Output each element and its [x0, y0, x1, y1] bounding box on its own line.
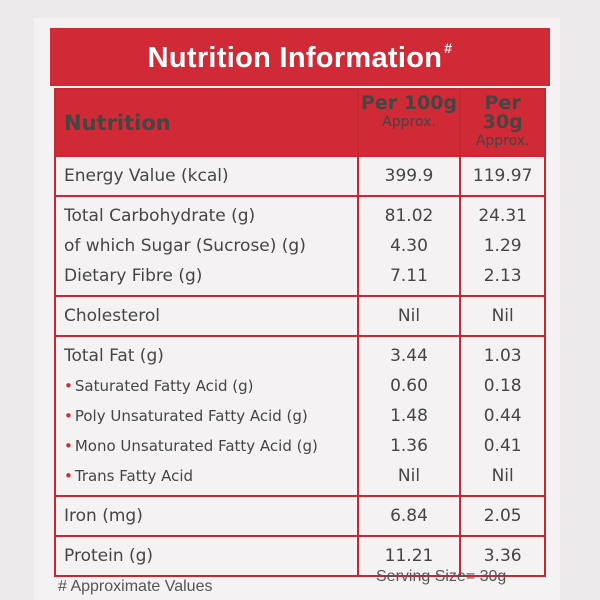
nutrient-label: Dietary Fibre (g): [64, 261, 349, 291]
per-100g-cell: Nil: [356, 295, 462, 337]
footer-note: # Approximate Values: [58, 578, 213, 595]
nutrient-label-text: Dietary Fibre (g): [64, 266, 203, 286]
value-per-30g: 2.13: [483, 266, 522, 286]
nutrient-cell: Protein (g): [54, 535, 359, 577]
nutrient-label: Protein (g): [64, 541, 349, 571]
nutrient-label: Energy Value (kcal): [64, 161, 349, 191]
nutrient-label: Cholesterol: [64, 301, 349, 331]
per-30g-cell: Nil: [459, 295, 546, 337]
nutrient-cell: Iron (mg): [54, 495, 359, 537]
value-per-100g: Nil: [397, 466, 421, 486]
table-row: Total Fat (g) • Saturated Fatty Acid (g) • P…: [54, 335, 546, 497]
value-per-30g: 119.97: [472, 166, 533, 186]
per-100g-cell: 6.84: [356, 495, 462, 537]
header-per-30g-sub: Approx.: [475, 133, 530, 149]
page-title: Nutrition Information #: [147, 39, 453, 74]
bullet-icon: •: [64, 377, 73, 395]
nutrient-label-text: Protein (g): [64, 546, 154, 566]
nutrient-label-text: Total Fat (g): [64, 346, 164, 366]
nutrient-label-text: Cholesterol: [64, 306, 160, 326]
value-per-100g: 1.36: [390, 436, 428, 456]
nutrient-label: Total Carbohydrate (g): [64, 201, 349, 231]
value-per-30g: 0.44: [483, 406, 522, 426]
title-banner: Nutrition Information #: [50, 28, 550, 86]
per-100g-cell: 81.02 4.30 7.11: [356, 195, 462, 297]
bullet-icon: •: [64, 407, 73, 425]
nutrient-cell: Energy Value (kcal): [54, 155, 359, 197]
nutrient-label: of which Sugar (Sucrose) (g): [64, 231, 349, 261]
value-per-100g: Nil: [397, 306, 421, 326]
value-per-30g: 0.41: [483, 436, 522, 456]
nutrient-label-text: Saturated Fatty Acid (g): [74, 377, 254, 395]
value-per-30g: 24.31: [478, 206, 527, 226]
value-per-30g: 0.18: [483, 376, 522, 396]
value-per-100g: 4.30: [390, 236, 428, 256]
value-per-100g: 1.48: [390, 406, 428, 426]
bullet-icon: •: [64, 467, 73, 485]
nutrient-label-text: of which Sugar (Sucrose) (g): [64, 236, 306, 256]
per-30g-cell: 2.05: [459, 495, 546, 537]
header-per-100g-sub: Approx.: [382, 114, 436, 130]
nutrient-label-text: Total Carbohydrate (g): [64, 206, 256, 226]
header-nutrition: Nutrition: [54, 88, 359, 157]
nutrition-table: Nutrition Per 100g Approx. Per 30g Appro…: [54, 88, 546, 577]
value-per-30g: Nil: [491, 466, 514, 486]
header-per-30g-main: Per 30g: [482, 92, 523, 133]
table-row: Iron (mg) 6.84 2.05: [54, 495, 546, 537]
nutrient-label-text: Trans Fatty Acid: [74, 467, 194, 485]
value-per-30g: 1.29: [483, 236, 522, 256]
value-per-100g: 6.84: [390, 506, 428, 526]
table-row: Cholesterol Nil Nil: [54, 295, 546, 337]
nutrient-label-text: Mono Unsaturated Fatty Acid (g): [74, 437, 318, 455]
per-30g-cell: 24.31 1.29 2.13: [459, 195, 546, 297]
per-30g-cell: 3.36: [459, 535, 546, 577]
nutrient-label-text: Poly Unsaturated Fatty Acid (g): [74, 407, 308, 425]
value-per-100g: 81.02: [384, 206, 434, 226]
bullet-icon: •: [64, 437, 73, 455]
value-per-100g: 7.11: [390, 266, 428, 286]
table-row: Protein (g) 11.21 3.36: [54, 535, 546, 577]
value-per-100g: 3.44: [390, 346, 428, 366]
header-per-100g-main: Per 100g: [360, 92, 458, 114]
header-per-30g: Per 30g Approx.: [459, 88, 546, 157]
value-per-100g: 11.21: [384, 546, 434, 566]
per-30g-cell: 1.03 0.18 0.44 0.41 Nil: [459, 335, 546, 497]
nutrient-label: Iron (mg): [64, 501, 349, 531]
nutrition-label: Nutrition Information # Nutrition Per 100…: [34, 18, 560, 600]
nutrient-label: • Mono Unsaturated Fatty Acid (g): [64, 431, 349, 461]
nutrient-cell: Total Fat (g) • Saturated Fatty Acid (g) • P…: [54, 335, 359, 497]
title-mark: #: [444, 39, 453, 56]
per-100g-cell: 3.44 0.60 1.48 1.36 Nil: [356, 335, 462, 497]
per-100g-cell: 11.21: [356, 535, 462, 577]
table-header: Nutrition Per 100g Approx. Per 30g Appro…: [54, 88, 546, 157]
serving-size: Serving Size= 30g: [376, 568, 507, 585]
table-row: Total Carbohydrate (g) of which Sugar (Su…: [54, 195, 546, 297]
value-per-30g: 3.36: [483, 546, 522, 566]
nutrient-label: • Poly Unsaturated Fatty Acid (g): [64, 401, 349, 431]
nutrient-label: • Saturated Fatty Acid (g): [64, 371, 349, 401]
nutrient-label: Total Fat (g): [64, 341, 349, 371]
value-per-100g: 0.60: [390, 376, 428, 396]
value-per-30g: 2.05: [483, 506, 522, 526]
per-100g-cell: 399.9: [356, 155, 462, 197]
nutrient-label-text: Iron (mg): [64, 506, 143, 526]
value-per-100g: 399.9: [384, 166, 434, 186]
table-row: Energy Value (kcal) 399.9 119.97: [54, 155, 546, 197]
per-30g-cell: 119.97: [459, 155, 546, 197]
nutrient-label: • Trans Fatty Acid: [64, 461, 349, 491]
nutrient-label-text: Energy Value (kcal): [64, 166, 229, 186]
nutrient-cell: Cholesterol: [54, 295, 359, 337]
value-per-30g: Nil: [491, 306, 514, 326]
nutrient-cell: Total Carbohydrate (g) of which Sugar (Su…: [54, 195, 359, 297]
value-per-30g: 1.03: [483, 346, 522, 366]
header-per-100g: Per 100g Approx.: [356, 88, 462, 157]
